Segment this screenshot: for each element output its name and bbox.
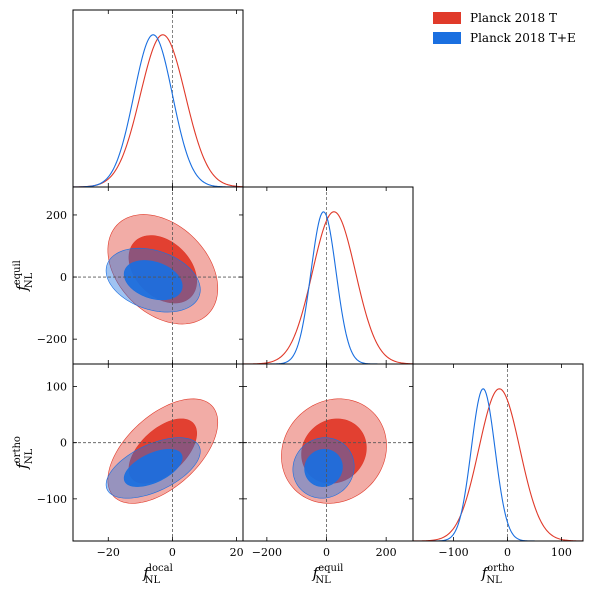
y-tick-label: 100 [46,380,67,393]
x-tick-label: 100 [551,546,572,559]
legend-label-0: Planck 2018 T [470,11,557,25]
panel-contents [413,364,583,541]
panel-frame [242,186,414,365]
panel-local-equil: −200 0 200 [37,186,244,365]
panel-equil-ortho: −200 0 200 [242,363,414,559]
x-tick-label: 20 [230,546,244,559]
legend-label-1: Planck 2018 T+E [470,31,576,45]
panel-frame [72,9,244,188]
y-tick-label: −200 [37,333,67,346]
legend: Planck 2018 T Planck 2018 T+E [433,11,576,45]
x-tick-label: 0 [323,546,330,559]
x-tick-label: −200 [252,546,282,559]
panel-contents [243,364,413,541]
posterior-1d-ortho-series-1 [413,388,583,541]
y-tick-label: 200 [46,209,67,222]
x-axis-label-ortho: fortho NL [481,563,515,586]
y-tick-label: 0 [60,271,67,284]
x-tick-label: −20 [97,546,120,559]
x-tick-label: −100 [438,546,468,559]
contour-68-series-1 [123,260,183,301]
y-axis-label-ortho: forthoNL [12,436,35,470]
posterior-1d-ortho-series-0 [413,388,583,541]
legend-swatch-0 [433,12,461,24]
contour-68-series-1 [304,449,343,487]
y-tick-label: 0 [60,437,67,450]
x-tick-label: 200 [376,546,397,559]
panel-ortho-ortho: −100 0 100 [412,363,584,559]
posterior-1d-equil-series-0 [243,211,413,364]
x-axis-label-local: flocal NL [142,563,173,586]
panel-equil-equil [242,186,414,365]
panel-contents [243,187,413,364]
panel-contents [73,187,243,364]
panel-contents [73,10,243,187]
panel-contents [73,364,243,541]
panel-local-ortho: −20 0 20 −100 0 100 [37,363,244,559]
x-axis-label-equil: fequil NL [312,563,344,586]
y-tick-label: −100 [37,493,67,506]
y-axis-label-equil: fequilNL [12,260,35,292]
legend-swatch-1 [433,32,461,44]
x-tick-label: 0 [169,546,176,559]
contour-68-series-1 [123,449,183,487]
posterior-1d-equil-series-1 [243,211,413,364]
panel-local-local [72,9,244,188]
posterior-1d-local-series-1 [73,34,243,187]
panel-frame [412,363,584,542]
posterior-1d-local-series-0 [73,34,243,187]
x-tick-label: 0 [504,546,511,559]
